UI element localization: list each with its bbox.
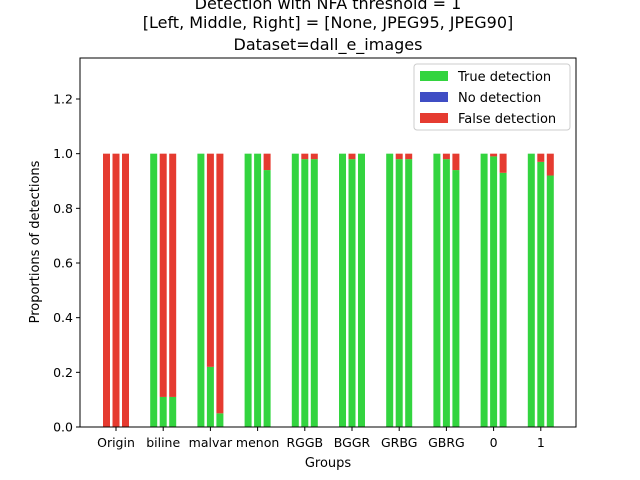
- bar-true-detection-6-2: [405, 159, 412, 427]
- x-tick-label: 1: [537, 435, 545, 450]
- y-tick-label: 0.8: [53, 201, 73, 216]
- x-axis-label: Groups: [305, 456, 352, 471]
- y-tick-label: 0.2: [53, 365, 73, 380]
- bar-false-detection-5-1: [349, 154, 356, 159]
- bar-true-detection-9-1: [537, 162, 544, 427]
- bar-true-detection-8-0: [481, 154, 488, 427]
- bar-true-detection-7-1: [443, 159, 450, 427]
- y-axis-label: Proportions of detections: [28, 160, 43, 323]
- bar-false-detection-4-1: [301, 154, 308, 159]
- bar-true-detection-4-1: [301, 159, 308, 427]
- y-tick-label: 0.6: [53, 256, 73, 271]
- x-tick-label: GRBG: [381, 435, 417, 450]
- bar-false-detection-0-0: [103, 154, 110, 427]
- legend-swatch: [420, 71, 448, 81]
- bar-false-detection-2-1: [207, 154, 214, 367]
- bar-true-detection-3-1: [254, 154, 261, 427]
- bar-false-detection-4-2: [311, 154, 318, 159]
- x-tick-label: GBRG: [428, 435, 465, 450]
- bar-true-detection-4-2: [311, 159, 318, 427]
- bar-false-detection-8-1: [490, 154, 497, 157]
- bar-true-detection-5-0: [339, 154, 346, 427]
- bar-false-detection-6-1: [396, 154, 403, 159]
- bar-true-detection-2-2: [216, 413, 223, 427]
- bar-true-detection-7-2: [452, 170, 459, 427]
- bar-false-detection-6-2: [405, 154, 412, 159]
- x-tick-label: malvar: [189, 435, 233, 450]
- x-tick-label: menon: [236, 435, 279, 450]
- bar-true-detection-1-0: [150, 154, 157, 427]
- legend-label: No detection: [458, 91, 541, 106]
- y-tick-label: 0.4: [53, 310, 73, 325]
- x-tick-label: 0: [490, 435, 498, 450]
- bar-false-detection-1-2: [169, 154, 176, 397]
- x-axis: Origin biline malvar menon RGGB BGGR GRBG GBRG 0…: [97, 427, 545, 450]
- legend-label: True detection: [457, 70, 551, 85]
- bar-true-detection-4-0: [292, 154, 299, 427]
- bar-false-detection-1-1: [160, 154, 167, 397]
- chart-title: Detection with NFA threshold = 1 [Left, …: [143, 0, 514, 55]
- bar-false-detection-7-2: [452, 154, 459, 170]
- legend-label: False detection: [458, 112, 556, 127]
- y-tick-label: 1.2: [53, 92, 73, 107]
- bar-true-detection-8-1: [490, 156, 497, 427]
- bar-false-detection-0-1: [113, 154, 120, 427]
- bar-false-detection-9-2: [547, 154, 554, 176]
- x-tick-label: Origin: [97, 435, 135, 450]
- chart-title-line-3: Dataset=dall_e_images: [234, 35, 423, 55]
- bar-true-detection-9-2: [547, 176, 554, 427]
- bar-true-detection-7-0: [433, 154, 440, 427]
- y-axis: 0.0 0.2 0.4 0.6 0.8 1.0 1.2: [53, 92, 80, 435]
- x-tick-label: biline: [146, 435, 180, 450]
- bar-false-detection-2-2: [216, 154, 223, 414]
- bar-true-detection-2-1: [207, 367, 214, 427]
- x-tick-label: BGGR: [334, 435, 371, 450]
- bar-true-detection-5-2: [358, 154, 365, 427]
- legend: True detection No detection False detectio…: [414, 64, 570, 130]
- y-tick-label: 0.0: [53, 420, 73, 435]
- bar-true-detection-5-1: [349, 159, 356, 427]
- bar-true-detection-2-0: [197, 154, 204, 427]
- chart-title-line-2: [Left, Middle, Right] = [None, JPEG95, J…: [143, 13, 514, 32]
- bar-true-detection-1-1: [160, 397, 167, 427]
- bar-true-detection-8-2: [500, 173, 507, 427]
- bar-true-detection-9-0: [528, 154, 535, 427]
- x-tick-label: RGGB: [286, 435, 323, 450]
- legend-swatch: [420, 92, 448, 102]
- bar-true-detection-1-2: [169, 397, 176, 427]
- bar-false-detection-9-1: [537, 154, 544, 162]
- bar-false-detection-0-2: [122, 154, 129, 427]
- bar-true-detection-3-0: [245, 154, 252, 427]
- bar-true-detection-6-1: [396, 159, 403, 427]
- bar-false-detection-8-2: [500, 154, 507, 173]
- bar-true-detection-6-0: [386, 154, 393, 427]
- bar-false-detection-3-2: [264, 154, 271, 170]
- bar-false-detection-7-1: [443, 154, 450, 159]
- legend-swatch: [420, 113, 448, 123]
- bar-true-detection-3-2: [264, 170, 271, 427]
- bars: [103, 154, 554, 427]
- chart-title-line-1: Detection with NFA threshold = 1: [195, 0, 462, 13]
- y-tick-label: 1.0: [53, 146, 73, 161]
